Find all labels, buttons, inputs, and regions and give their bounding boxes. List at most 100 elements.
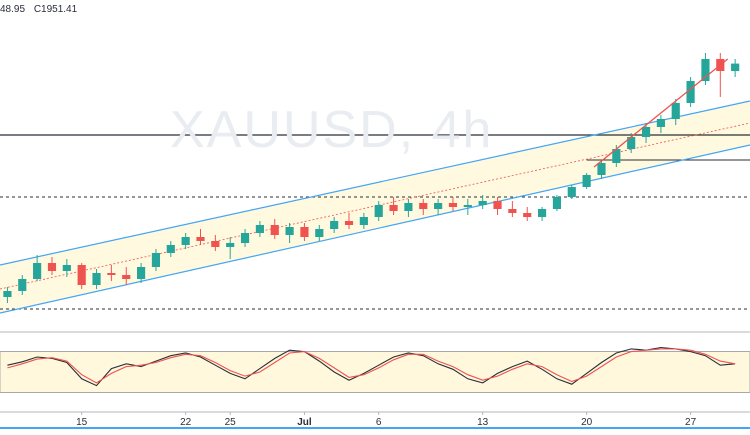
candle-body	[359, 217, 368, 225]
candle	[374, 201, 383, 221]
candle-body	[151, 253, 161, 267]
candle-body	[434, 203, 443, 209]
candle-body	[656, 119, 665, 127]
candle-body	[701, 59, 710, 81]
candle-body	[18, 279, 27, 291]
candle-body	[77, 265, 86, 285]
candle-body	[567, 187, 576, 197]
candle	[3, 287, 12, 303]
candle	[92, 269, 101, 289]
candle	[330, 217, 339, 233]
symbol-watermark: XAUUSD, 4h	[170, 101, 494, 159]
x-tick-label: 15	[76, 417, 88, 428]
candle	[77, 263, 86, 289]
candle	[508, 201, 517, 217]
candle	[716, 53, 725, 97]
candle	[686, 77, 695, 107]
candle-body	[731, 63, 740, 71]
candle	[478, 195, 487, 209]
candle	[731, 59, 740, 77]
candle	[33, 255, 42, 281]
candle-body	[270, 225, 279, 235]
candle	[47, 257, 57, 275]
candle-body	[92, 273, 101, 285]
candle	[419, 199, 428, 215]
candle	[493, 197, 502, 215]
candle-body	[582, 175, 591, 187]
candle-body	[627, 137, 636, 149]
candle-body	[671, 103, 680, 119]
candle-body	[137, 267, 146, 279]
candle-body	[537, 209, 547, 217]
stochastic-pane	[0, 331, 750, 393]
x-tick-label: 13	[477, 417, 489, 428]
candle-body	[196, 237, 205, 241]
candle-body	[478, 201, 487, 205]
candle-body	[240, 233, 250, 243]
candle-body	[33, 263, 42, 279]
candle-body	[3, 291, 12, 297]
candle	[434, 199, 443, 215]
candle	[315, 225, 324, 241]
x-tick-label: 22	[180, 417, 192, 428]
candle	[567, 185, 576, 199]
candle	[107, 265, 116, 281]
stochastic-band	[0, 351, 750, 393]
price-pane	[0, 53, 750, 314]
candle-body	[62, 265, 71, 271]
candle-body	[612, 149, 621, 163]
candle	[344, 213, 354, 229]
candle-body	[374, 205, 383, 217]
candle	[18, 275, 27, 295]
candle	[226, 237, 235, 259]
candle	[255, 221, 264, 237]
candle	[196, 229, 205, 245]
candle-body	[285, 227, 294, 235]
ohlc-open-fragment: 48.95	[0, 4, 26, 15]
candle-body	[523, 213, 532, 217]
candle	[359, 213, 368, 229]
candle	[582, 173, 591, 189]
candle	[523, 207, 532, 221]
candle	[448, 197, 458, 211]
candle-body	[552, 197, 562, 209]
candle-body	[181, 237, 190, 245]
candle-body	[344, 221, 354, 225]
candle	[701, 53, 710, 85]
candle	[404, 199, 413, 217]
candle-body	[107, 273, 116, 275]
candle	[389, 197, 398, 215]
ohlc-readout: 48.95 C1951.41	[0, 4, 83, 15]
x-tick-label: 25	[225, 417, 237, 428]
x-tick-label: 20	[581, 417, 593, 428]
candle-body	[315, 229, 324, 237]
candle	[552, 195, 562, 211]
candle	[137, 263, 146, 283]
candle-body	[419, 203, 428, 209]
candle-body	[508, 209, 517, 213]
candle-body	[47, 263, 57, 271]
candle	[122, 267, 131, 285]
candle-body	[448, 203, 458, 207]
x-tick-label: Jul	[297, 417, 312, 428]
candle	[671, 99, 680, 125]
channel-lower-line	[0, 144, 750, 314]
candle	[181, 233, 190, 249]
x-axis: 15 22 25 Jul 6 13 20 27	[0, 411, 750, 429]
candle	[641, 123, 651, 143]
candle	[597, 161, 606, 179]
candle	[300, 223, 309, 241]
ohlc-close: C1951.41	[33, 4, 78, 15]
candle	[166, 241, 175, 257]
stochastic-k-line	[7, 346, 736, 387]
candle-body	[686, 81, 695, 103]
stochastic-d-line	[7, 348, 736, 384]
candle-body	[463, 205, 472, 207]
candle	[656, 115, 665, 133]
candle-body	[404, 203, 413, 211]
candle	[240, 229, 250, 247]
candle-body	[330, 221, 339, 229]
candle	[62, 259, 71, 277]
